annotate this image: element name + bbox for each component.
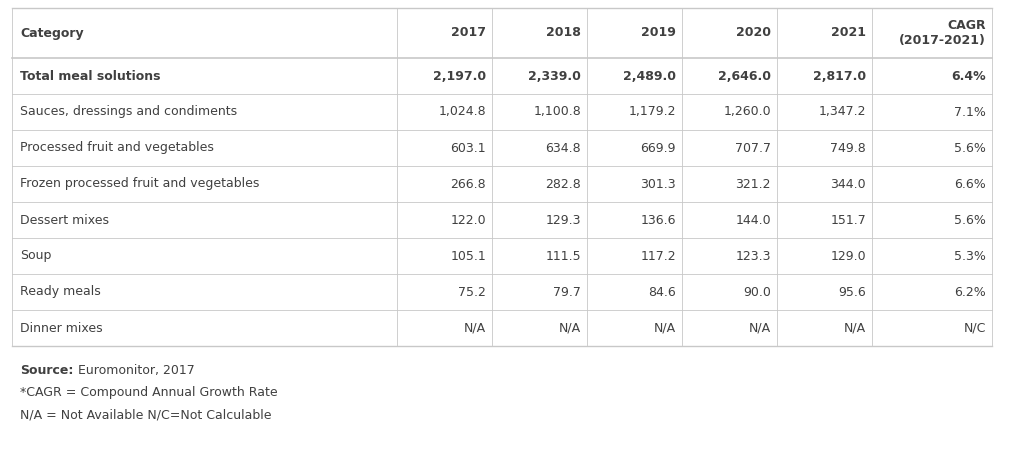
Text: 136.6: 136.6: [640, 213, 676, 227]
Text: Frozen processed fruit and vegetables: Frozen processed fruit and vegetables: [20, 178, 259, 191]
Text: 603.1: 603.1: [451, 142, 486, 154]
Text: 79.7: 79.7: [553, 285, 581, 299]
Text: N/A = Not Available N/C=Not Calculable: N/A = Not Available N/C=Not Calculable: [20, 408, 271, 421]
Text: 105.1: 105.1: [451, 250, 486, 262]
Text: 122.0: 122.0: [451, 213, 486, 227]
Text: 5.6%: 5.6%: [954, 142, 986, 154]
Text: 669.9: 669.9: [640, 142, 676, 154]
Text: Dinner mixes: Dinner mixes: [20, 322, 102, 334]
Text: 2019: 2019: [641, 27, 676, 39]
Text: 282.8: 282.8: [545, 178, 581, 191]
Text: 95.6: 95.6: [839, 285, 866, 299]
Text: 321.2: 321.2: [735, 178, 771, 191]
Text: Soup: Soup: [20, 250, 51, 262]
Text: *CAGR = Compound Annual Growth Rate: *CAGR = Compound Annual Growth Rate: [20, 386, 278, 399]
Text: 129.3: 129.3: [546, 213, 581, 227]
Text: Source:: Source:: [20, 364, 74, 377]
Text: CAGR
(2017-2021): CAGR (2017-2021): [899, 19, 986, 47]
Text: 1,100.8: 1,100.8: [534, 105, 581, 119]
Text: 1,179.2: 1,179.2: [629, 105, 676, 119]
Text: 2,197.0: 2,197.0: [433, 70, 486, 82]
Text: 123.3: 123.3: [735, 250, 771, 262]
Text: 1,024.8: 1,024.8: [438, 105, 486, 119]
Text: N/A: N/A: [654, 322, 676, 334]
Text: 6.6%: 6.6%: [954, 178, 986, 191]
Text: Sauces, dressings and condiments: Sauces, dressings and condiments: [20, 105, 238, 119]
Text: N/C: N/C: [964, 322, 986, 334]
Text: 111.5: 111.5: [546, 250, 581, 262]
Text: N/A: N/A: [749, 322, 771, 334]
Text: 90.0: 90.0: [743, 285, 771, 299]
Text: 2,817.0: 2,817.0: [813, 70, 866, 82]
Text: 7.1%: 7.1%: [954, 105, 986, 119]
Text: Processed fruit and vegetables: Processed fruit and vegetables: [20, 142, 214, 154]
Text: Total meal solutions: Total meal solutions: [20, 70, 161, 82]
Text: 301.3: 301.3: [640, 178, 676, 191]
Text: 2017: 2017: [451, 27, 486, 39]
Text: 1,260.0: 1,260.0: [723, 105, 771, 119]
Text: 2018: 2018: [546, 27, 581, 39]
Text: 2020: 2020: [736, 27, 771, 39]
Text: 84.6: 84.6: [648, 285, 676, 299]
Text: 75.2: 75.2: [458, 285, 486, 299]
Text: 2021: 2021: [831, 27, 866, 39]
Text: 5.3%: 5.3%: [954, 250, 986, 262]
Text: Ready meals: Ready meals: [20, 285, 100, 299]
Text: N/A: N/A: [464, 322, 486, 334]
Text: 5.6%: 5.6%: [954, 213, 986, 227]
Text: 266.8: 266.8: [451, 178, 486, 191]
Text: 117.2: 117.2: [640, 250, 676, 262]
Text: 2,339.0: 2,339.0: [528, 70, 581, 82]
Text: Dessert mixes: Dessert mixes: [20, 213, 109, 227]
Text: 1,347.2: 1,347.2: [818, 105, 866, 119]
Text: 344.0: 344.0: [830, 178, 866, 191]
Text: 6.2%: 6.2%: [954, 285, 986, 299]
Text: 634.8: 634.8: [546, 142, 581, 154]
Text: 2,646.0: 2,646.0: [718, 70, 771, 82]
Text: N/A: N/A: [844, 322, 866, 334]
Text: 749.8: 749.8: [830, 142, 866, 154]
Text: 707.7: 707.7: [735, 142, 771, 154]
Text: 129.0: 129.0: [830, 250, 866, 262]
Text: 144.0: 144.0: [735, 213, 771, 227]
Text: 151.7: 151.7: [830, 213, 866, 227]
Text: 2,489.0: 2,489.0: [623, 70, 676, 82]
Text: Category: Category: [20, 27, 84, 39]
Text: Euromonitor, 2017: Euromonitor, 2017: [75, 364, 196, 377]
Text: 6.4%: 6.4%: [951, 70, 986, 82]
Text: N/A: N/A: [559, 322, 581, 334]
